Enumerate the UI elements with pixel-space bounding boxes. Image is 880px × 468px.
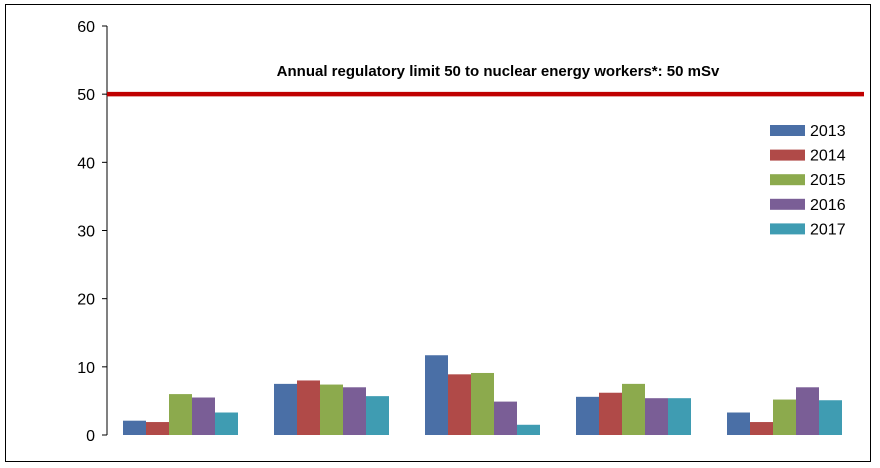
legend-swatch-2015 bbox=[770, 174, 805, 186]
y-tick-label: 0 bbox=[86, 428, 95, 445]
legend-label-2016: 2016 bbox=[810, 197, 846, 214]
bar-2014-group-4 bbox=[599, 392, 622, 435]
reference-line-group: Annual regulatory limit 50 to nuclear en… bbox=[107, 63, 864, 97]
bar-2015-group-2 bbox=[320, 384, 343, 435]
bar-2015-group-3 bbox=[471, 372, 494, 435]
legend-label-2013: 2013 bbox=[810, 123, 846, 140]
bar-2013-group-3 bbox=[425, 355, 448, 435]
bar-2017-group-3 bbox=[517, 424, 540, 435]
y-axis: 0 10 20 30 40 50 60 bbox=[77, 19, 108, 445]
bar-2014-group-1 bbox=[146, 422, 169, 435]
bars-group bbox=[123, 355, 842, 435]
legend-label-2017: 2017 bbox=[810, 221, 846, 238]
bar-2013-group-5 bbox=[727, 412, 750, 435]
bar-2016-group-2 bbox=[343, 387, 366, 435]
legend-label-2015: 2015 bbox=[810, 172, 846, 189]
bar-2016-group-5 bbox=[796, 387, 819, 435]
bar-2015-group-4 bbox=[622, 383, 645, 435]
legend-swatch-2016 bbox=[770, 198, 805, 210]
legend-swatch-2014 bbox=[770, 149, 805, 161]
bar-2017-group-2 bbox=[366, 396, 389, 435]
bar-2016-group-4 bbox=[645, 398, 668, 435]
legend-swatch-2013 bbox=[770, 125, 805, 136]
bar-2014-group-3 bbox=[448, 374, 471, 435]
y-tick-label: 50 bbox=[77, 87, 95, 104]
y-tick-label: 30 bbox=[77, 224, 95, 241]
bar-2016-group-3 bbox=[494, 401, 517, 435]
regulatory-limit-label: Annual regulatory limit 50 to nuclear en… bbox=[277, 63, 720, 80]
legend: 2013 2014 2015 2016 2017 bbox=[770, 123, 846, 238]
y-tick-label: 60 bbox=[77, 19, 95, 36]
bar-2013-group-2 bbox=[274, 383, 297, 435]
bar-2017-group-4 bbox=[668, 398, 691, 435]
y-tick-label: 40 bbox=[77, 155, 95, 172]
bar-2013-group-1 bbox=[123, 420, 146, 435]
bar-2017-group-1 bbox=[215, 412, 238, 435]
legend-label-2014: 2014 bbox=[810, 148, 846, 165]
bar-2015-group-5 bbox=[773, 399, 796, 435]
y-tick-label: 10 bbox=[77, 360, 95, 377]
bar-2014-group-2 bbox=[297, 380, 320, 435]
bar-2013-group-4 bbox=[576, 396, 599, 435]
y-tick-label: 20 bbox=[77, 292, 95, 309]
bar-2015-group-1 bbox=[169, 394, 192, 435]
bar-2016-group-1 bbox=[192, 397, 215, 435]
bar-2017-group-5 bbox=[819, 400, 842, 435]
legend-swatch-2017 bbox=[770, 223, 805, 235]
bar-2014-group-5 bbox=[750, 422, 773, 435]
